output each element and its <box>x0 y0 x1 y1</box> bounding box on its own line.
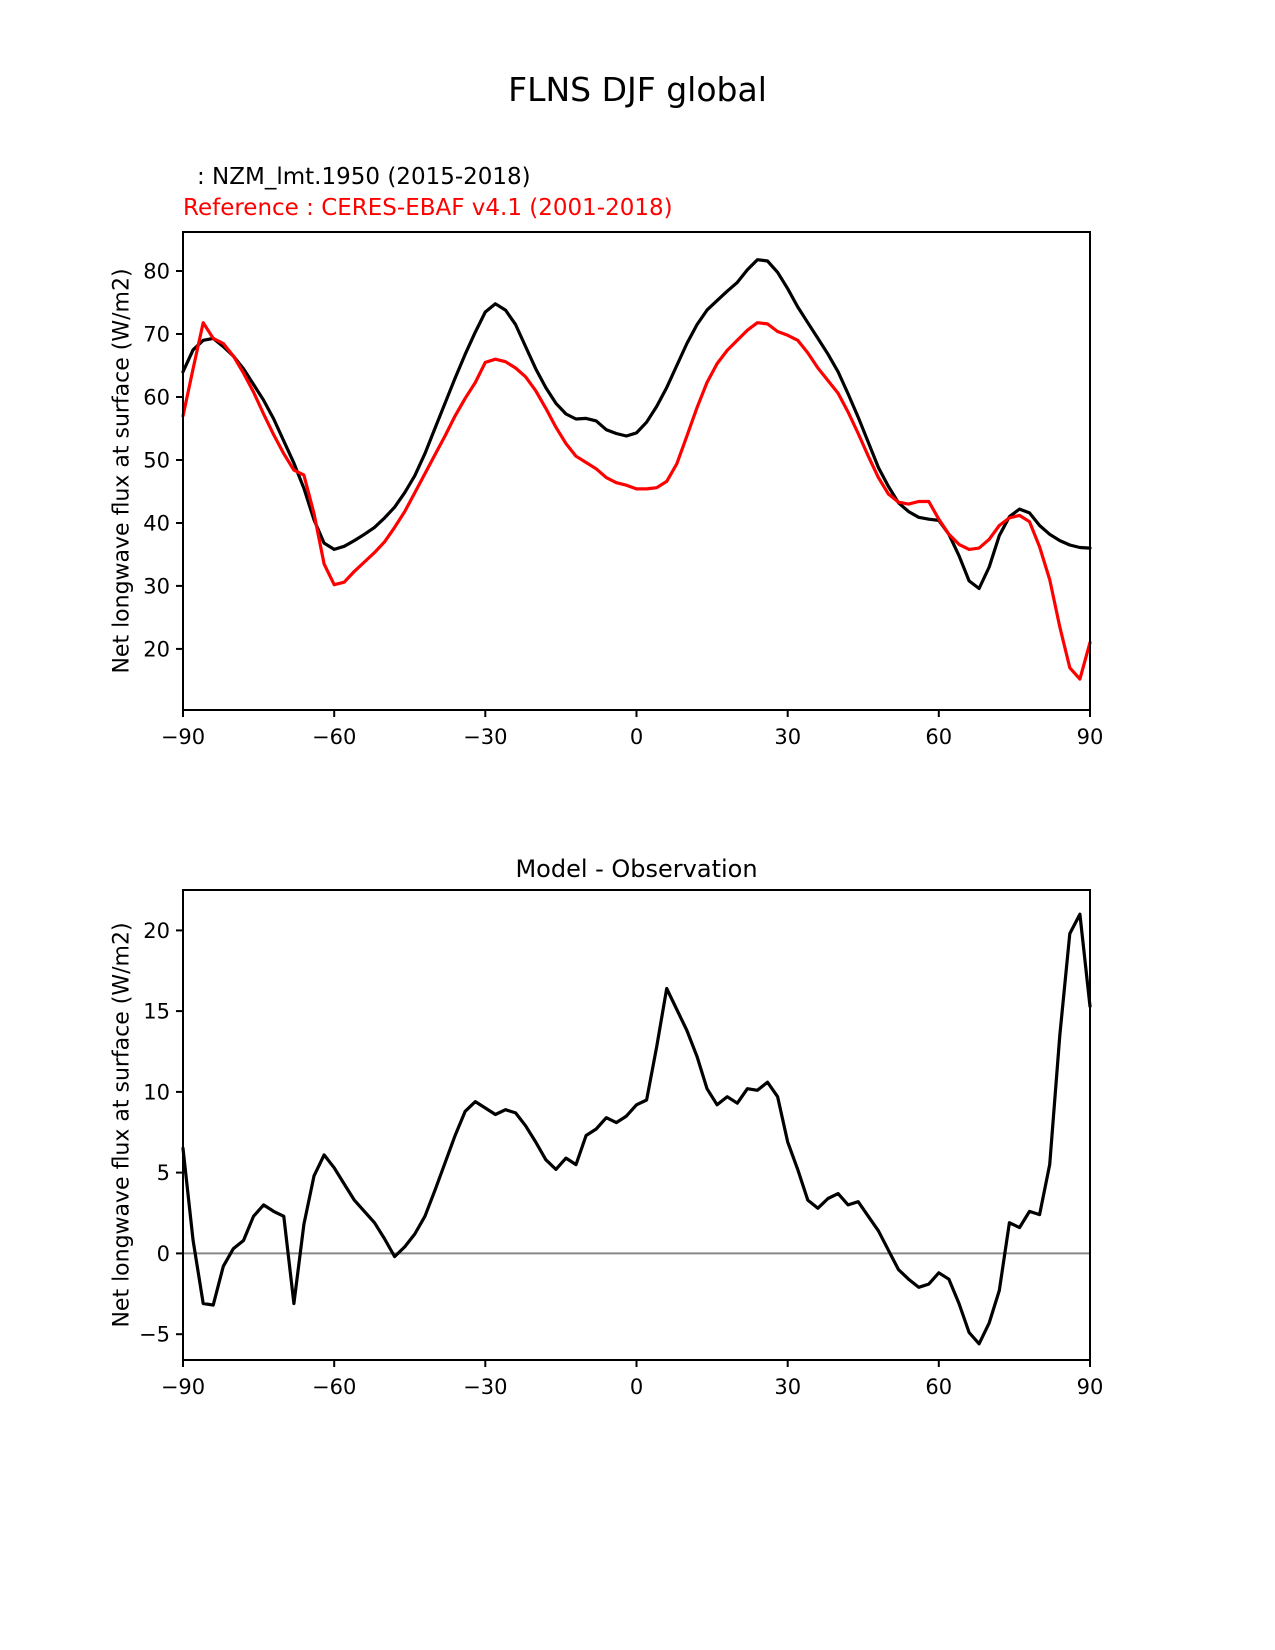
y-tick-label: 20 <box>143 637 170 661</box>
legend-reference-label: Reference : CERES-EBAF v4.1 (2001-2018) <box>183 195 673 221</box>
y-tick-label: 10 <box>143 1080 170 1104</box>
y-tick-label: 60 <box>143 386 170 410</box>
x-tick-label: 0 <box>630 1375 643 1399</box>
legend: : NZM_lmt.1950 (2015-2018) Reference : C… <box>183 162 673 224</box>
series-line-0 <box>181 912 1092 1346</box>
axes-frame <box>182 231 1091 711</box>
y-tick-label: −5 <box>139 1323 170 1347</box>
x-tick-label: −60 <box>312 1375 356 1399</box>
y-tick-label: 40 <box>143 512 170 536</box>
x-tick-label: 90 <box>1077 1375 1104 1399</box>
y-tick-label: 30 <box>143 574 170 598</box>
y-tick-label: 50 <box>143 449 170 473</box>
x-tick-label: 30 <box>774 1375 801 1399</box>
x-tick-label: 60 <box>925 725 952 749</box>
x-tick-label: −90 <box>161 1375 205 1399</box>
series-line-1 <box>181 321 1092 681</box>
x-tick-label: −60 <box>312 725 356 749</box>
y-tick-label: 15 <box>143 1000 170 1024</box>
bottom-chart: −90 −60 −30 0 30 60 90 −5 0 5 10 15 20 <box>139 889 1104 1399</box>
figure-title: FLNS DJF global <box>508 70 767 109</box>
top-chart: −90 −60 −30 0 30 60 90 20 30 40 50 60 70 80 <box>143 231 1104 749</box>
x-tick-label: −90 <box>161 725 205 749</box>
y-tick-label: 20 <box>143 919 170 943</box>
y-tick-label: 80 <box>143 260 170 284</box>
legend-model-label: : NZM_lmt.1950 (2015-2018) <box>197 164 531 190</box>
x-tick-label: 60 <box>925 1375 952 1399</box>
x-tick-label: 90 <box>1077 725 1104 749</box>
x-tick-label: −30 <box>463 1375 507 1399</box>
y-tick-label: 0 <box>157 1242 170 1266</box>
y-tick-label: 70 <box>143 323 170 347</box>
x-tick-label: 30 <box>774 725 801 749</box>
x-tick-label: −30 <box>463 725 507 749</box>
y-tick-label: 5 <box>157 1161 170 1185</box>
bottom-chart-title: Model - Observation <box>515 855 758 883</box>
x-tick-label: 0 <box>630 725 643 749</box>
